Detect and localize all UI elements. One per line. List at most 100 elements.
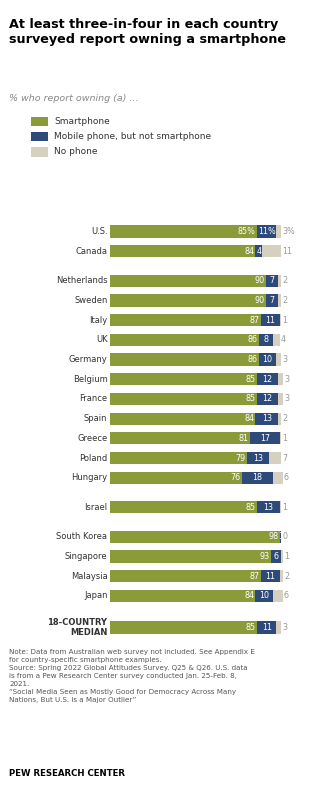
Text: 10: 10: [263, 355, 272, 364]
Bar: [266, 294, 278, 307]
Bar: [255, 590, 273, 602]
Bar: [280, 531, 281, 543]
Bar: [110, 294, 266, 307]
Text: % who report owning (a) ...: % who report owning (a) ...: [9, 94, 139, 103]
Bar: [257, 393, 278, 405]
Bar: [280, 432, 281, 444]
Bar: [266, 275, 278, 287]
Text: 81: 81: [239, 434, 249, 443]
Text: Poland: Poland: [79, 454, 108, 463]
Text: Canada: Canada: [75, 247, 108, 256]
Bar: [257, 501, 280, 514]
Text: 2: 2: [282, 276, 287, 285]
Text: 11: 11: [282, 247, 292, 256]
Text: 13: 13: [253, 454, 263, 463]
Text: 7: 7: [282, 454, 287, 463]
Text: 1: 1: [282, 434, 287, 443]
Text: Greece: Greece: [77, 434, 108, 443]
Bar: [276, 622, 281, 634]
Bar: [110, 501, 257, 514]
Bar: [110, 353, 259, 366]
Bar: [110, 432, 250, 444]
Bar: [273, 334, 280, 346]
Bar: [261, 314, 280, 326]
Text: 6: 6: [284, 473, 289, 483]
Text: 12: 12: [263, 395, 272, 403]
Bar: [273, 471, 283, 484]
Text: 11: 11: [265, 316, 275, 324]
Bar: [257, 622, 276, 634]
Text: 85%: 85%: [238, 227, 256, 236]
Text: Netherlands: Netherlands: [56, 276, 108, 285]
Text: 3: 3: [282, 623, 287, 632]
Text: 93: 93: [259, 552, 270, 561]
Text: 85: 85: [246, 395, 256, 403]
Text: 86: 86: [247, 355, 258, 364]
Bar: [250, 432, 280, 444]
Text: 86: 86: [247, 336, 258, 344]
Text: South Korea: South Korea: [56, 532, 108, 541]
Bar: [259, 334, 273, 346]
Text: 2: 2: [282, 296, 287, 305]
Text: 85: 85: [246, 375, 256, 384]
Text: 7: 7: [269, 276, 274, 285]
Bar: [241, 471, 273, 484]
Text: PEW RESEARCH CENTER: PEW RESEARCH CENTER: [9, 769, 125, 777]
Text: Japan: Japan: [84, 591, 108, 600]
Text: 11: 11: [265, 572, 275, 581]
Text: 1: 1: [278, 532, 283, 541]
Text: 13: 13: [262, 414, 272, 423]
Bar: [110, 471, 241, 484]
Text: 98: 98: [268, 532, 278, 541]
Text: U.S.: U.S.: [91, 227, 108, 236]
Bar: [257, 373, 278, 385]
Text: Italy: Italy: [89, 316, 108, 324]
Text: 84: 84: [244, 247, 254, 256]
Bar: [281, 551, 283, 562]
Bar: [110, 590, 255, 602]
Bar: [261, 570, 280, 582]
Text: 10: 10: [259, 591, 269, 600]
Bar: [276, 225, 281, 237]
Bar: [110, 531, 280, 543]
Text: 90: 90: [254, 276, 264, 285]
Bar: [255, 412, 278, 425]
Text: 87: 87: [249, 316, 259, 324]
Text: No phone: No phone: [54, 147, 98, 157]
Bar: [110, 393, 257, 405]
Text: Smartphone: Smartphone: [54, 117, 110, 126]
Text: 1: 1: [282, 316, 287, 324]
Text: 79: 79: [235, 454, 246, 463]
Bar: [110, 551, 271, 562]
Text: 76: 76: [230, 473, 240, 483]
Text: 11%: 11%: [258, 227, 276, 236]
Bar: [110, 275, 266, 287]
Text: 17: 17: [260, 434, 270, 443]
Text: 84: 84: [244, 414, 254, 423]
Text: Belgium: Belgium: [73, 375, 108, 384]
Text: At least three-in-four in each country
surveyed report owning a smartphone: At least three-in-four in each country s…: [9, 18, 286, 46]
Text: Germany: Germany: [69, 355, 108, 364]
Bar: [247, 452, 269, 464]
Text: 3: 3: [282, 355, 287, 364]
Bar: [262, 245, 281, 257]
Bar: [110, 334, 259, 346]
Text: 85: 85: [246, 503, 256, 512]
Text: Hungary: Hungary: [71, 473, 108, 483]
Text: 18-COUNTRY
MEDIAN: 18-COUNTRY MEDIAN: [47, 618, 108, 637]
Text: 2: 2: [284, 572, 289, 581]
Text: 11: 11: [262, 623, 272, 632]
Text: UK: UK: [96, 336, 108, 344]
Bar: [110, 412, 255, 425]
Bar: [278, 393, 283, 405]
Text: 8: 8: [263, 336, 268, 344]
Text: France: France: [79, 395, 108, 403]
Text: 0: 0: [283, 532, 288, 541]
Text: 4: 4: [256, 247, 261, 256]
Text: Mobile phone, but not smartphone: Mobile phone, but not smartphone: [54, 132, 211, 141]
Bar: [271, 551, 281, 562]
Text: 12: 12: [263, 375, 272, 384]
Text: 1: 1: [284, 552, 289, 561]
Bar: [110, 622, 257, 634]
Text: 4: 4: [281, 336, 286, 344]
